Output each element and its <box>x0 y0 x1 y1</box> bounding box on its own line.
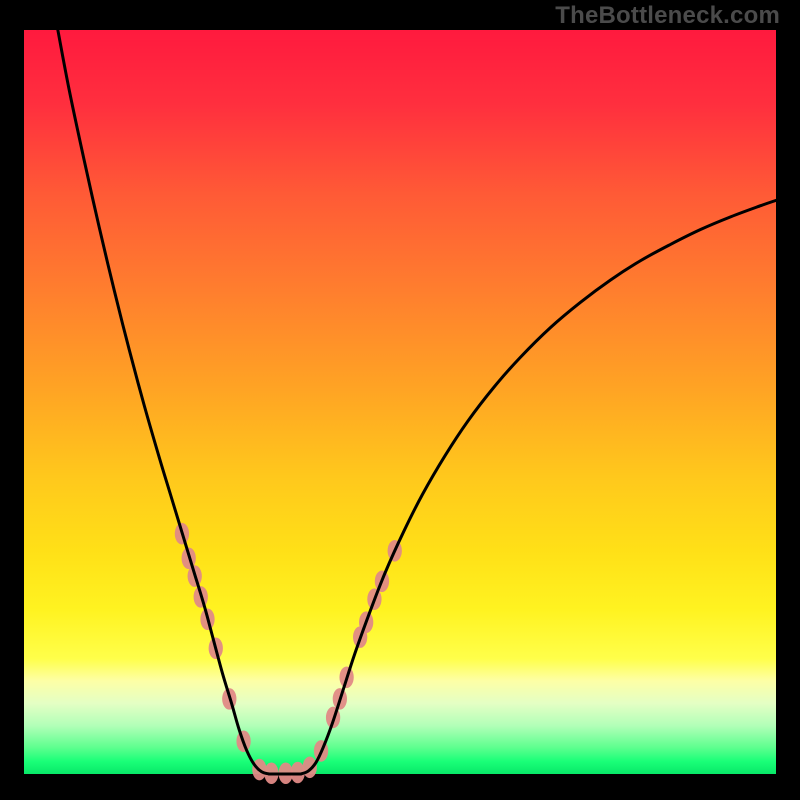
plot-area <box>24 30 776 774</box>
gradient-background <box>24 30 776 774</box>
watermark-text: TheBottleneck.com <box>555 2 780 30</box>
curve-svg <box>24 30 776 774</box>
chart-frame: TheBottleneck.com <box>0 0 800 800</box>
scatter-marker <box>303 757 317 779</box>
